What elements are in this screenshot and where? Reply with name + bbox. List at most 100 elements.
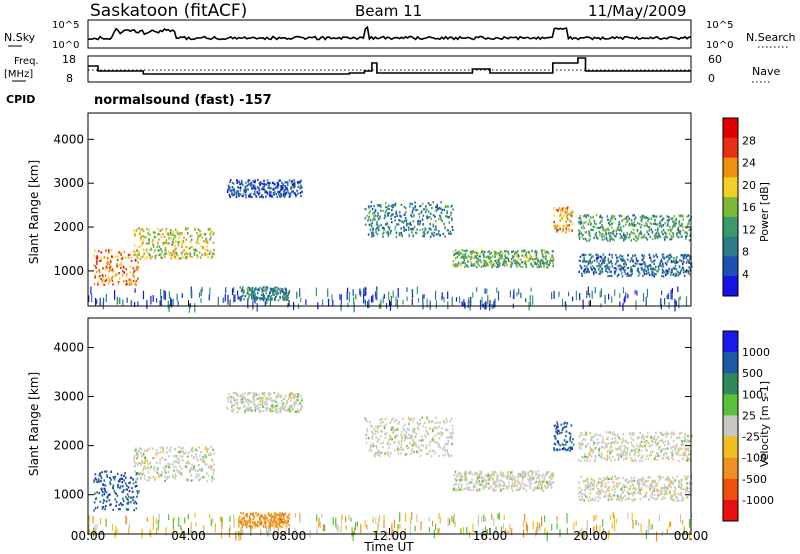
band-cell-4: [439, 234, 441, 237]
band-cell-2: [282, 402, 285, 405]
band-cell-0: [104, 279, 107, 282]
scatter-speck: [423, 293, 425, 299]
scatter-speck: [372, 294, 374, 303]
scatter-speck: [551, 292, 553, 300]
band-cell-6: [555, 427, 558, 430]
scatter-speck: [268, 527, 270, 537]
scatter-speck: [115, 525, 117, 536]
band-cell-7: [605, 232, 607, 235]
scatter-speck: [90, 286, 92, 295]
band-cell-8: [634, 254, 636, 257]
band-cell-8: [607, 257, 610, 260]
band-cell-4: [439, 421, 441, 424]
scatter-speck: [130, 299, 133, 305]
band-cell-1: [174, 244, 176, 247]
band-cell-7: [674, 225, 677, 228]
band-cell-7: [623, 237, 625, 240]
band-cell-1: [142, 235, 144, 238]
band-cell-4: [382, 232, 384, 236]
band-cell-4: [399, 219, 401, 222]
band-cell-5: [525, 484, 528, 487]
band-cell-5: [520, 258, 522, 261]
band-cell-1: [199, 458, 202, 461]
band-cell-8: [688, 261, 690, 264]
band-cell-1: [190, 238, 193, 241]
band-cell-1: [153, 469, 156, 472]
band-cell-1: [195, 249, 198, 252]
band-cell-4: [377, 227, 379, 230]
band-cell-1: [211, 253, 213, 256]
band-cell-4: [446, 449, 448, 452]
band-cell-1: [154, 478, 156, 481]
band-cell-7: [645, 222, 648, 226]
band-cell-1: [146, 459, 148, 462]
band-cell-1: [196, 473, 198, 476]
band-cell-6: [561, 230, 564, 233]
scatter-speck: [345, 516, 347, 523]
band-cell-4: [440, 434, 443, 437]
band-cell-7: [619, 447, 622, 450]
scatter-speck: [411, 289, 413, 295]
band-cell-1: [173, 234, 176, 237]
band-cell-5: [509, 264, 512, 267]
band-cell-4: [397, 223, 400, 226]
band-cell-8: [631, 257, 633, 260]
band-cell-8: [641, 267, 644, 270]
band-cell-0: [112, 476, 115, 479]
noise-tick-right-bottom: 10^0: [706, 40, 733, 51]
band-cell-6: [561, 448, 564, 451]
scatter-speck: [209, 287, 211, 295]
band-cell-8: [676, 261, 678, 264]
band-cell-3: [247, 290, 249, 293]
band-cell-0: [118, 251, 120, 254]
band-cell-2: [281, 395, 283, 398]
band-cell-4: [446, 215, 449, 218]
band-cell-5: [459, 264, 462, 267]
band-cell-4: [429, 212, 432, 215]
band-cell-6: [563, 215, 565, 218]
band-cell-6: [553, 214, 556, 217]
band-cell-7: [626, 451, 628, 454]
band-cell-7: [670, 238, 673, 241]
band-cell-5: [511, 250, 513, 254]
band-cell-8: [662, 253, 665, 256]
band-cell-1: [181, 450, 184, 453]
band-cell-2: [231, 193, 234, 196]
band-cell-5: [489, 479, 491, 482]
band-cell-0: [109, 260, 112, 263]
band-cell-8: [613, 267, 616, 270]
band-cell-5: [507, 257, 510, 260]
band-cell-2: [242, 399, 244, 402]
band-cell-4: [422, 424, 425, 427]
band-cell-7: [640, 236, 643, 239]
band-cell-6: [556, 425, 558, 428]
band-cell-2: [262, 397, 264, 400]
band-cell-7: [676, 231, 679, 234]
band-cell-1: [136, 452, 138, 455]
band-cell-5: [480, 260, 482, 263]
band-cell-4: [386, 222, 389, 225]
band-cell-7: [633, 452, 636, 456]
band-cell-1: [197, 459, 199, 462]
band-cell-3: [282, 297, 285, 300]
band-cell-0: [125, 283, 127, 286]
band-cell-2: [276, 402, 279, 405]
band-cell-5: [460, 262, 462, 265]
band-cell-8: [680, 270, 682, 273]
band-cell-4: [369, 228, 372, 231]
band-cell-4: [393, 203, 395, 206]
band-cell-4: [409, 435, 412, 439]
band-cell-8: [597, 256, 599, 259]
band-cell-1: [185, 246, 188, 249]
band-cell-1: [211, 458, 213, 461]
band-cell-6: [556, 224, 559, 227]
scatter-speck: [454, 521, 456, 527]
band-cell-5: [456, 475, 459, 478]
band-cell-0: [96, 259, 98, 262]
band-cell-8: [681, 254, 684, 257]
band-cell-7: [625, 236, 628, 239]
band-cell-1: [172, 475, 174, 478]
band-cell-1: [180, 473, 183, 477]
band-cell-3: [273, 288, 276, 291]
band-cell-5: [470, 264, 473, 267]
